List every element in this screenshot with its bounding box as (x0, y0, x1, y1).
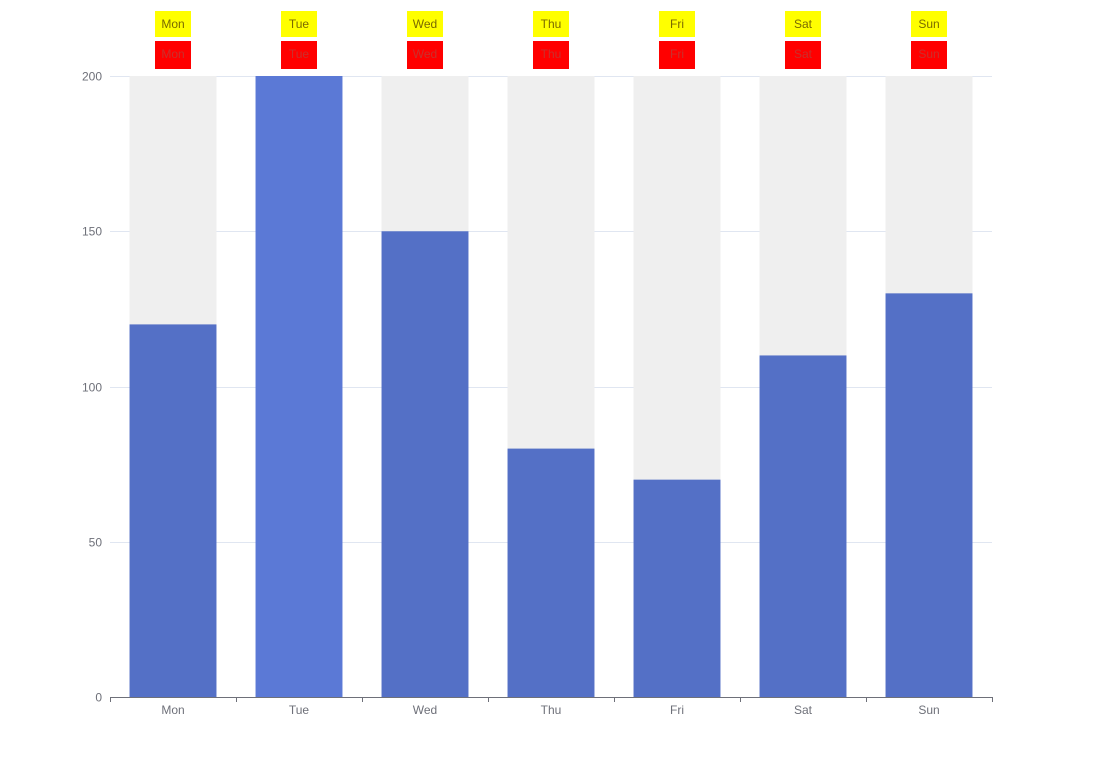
bar-tue[interactable] (255, 76, 343, 697)
top-label-red: Mon (161, 47, 184, 61)
top-label-yellow-box (281, 11, 317, 37)
y-tick-label: 200 (82, 70, 102, 84)
top-label-yellow-box (785, 11, 821, 37)
top-label-yellow: Mon (161, 17, 184, 31)
x-tick-label: Mon (161, 703, 184, 717)
top-label-red-box (533, 41, 569, 69)
x-tick-label: Wed (413, 703, 437, 717)
bar-wed[interactable] (381, 231, 469, 697)
x-tick-label: Sat (794, 703, 813, 717)
bar-fri[interactable] (633, 479, 721, 697)
top-label-yellow: Sun (918, 17, 939, 31)
x-tick-label: Fri (670, 703, 684, 717)
top-label-yellow-box (659, 11, 695, 37)
top-label-red: Fri (670, 47, 684, 61)
top-label-red: Tue (289, 47, 310, 61)
top-label-red-box (785, 41, 821, 69)
top-label-yellow-box (533, 11, 569, 37)
top-label-yellow: Sat (794, 17, 813, 31)
bar-sun[interactable] (885, 293, 973, 697)
top-label-red-box (407, 41, 443, 69)
top-label-red-box (281, 41, 317, 69)
top-label-red-box (911, 41, 947, 69)
x-tick-label: Thu (541, 703, 562, 717)
top-label-layer: Mon Mon Tue Tue Wed Wed Thu Thu Fri Fri Sat Sat Sun S… (155, 11, 947, 69)
top-label-yellow-box (911, 11, 947, 37)
y-tick-label: 50 (89, 536, 103, 550)
y-tick-label: 100 (82, 381, 102, 395)
x-tick-label: Tue (289, 703, 310, 717)
axis-layer: 0 50 100 150 200 Mon Tue Wed Thu Fri Sat Sun (82, 70, 993, 717)
top-label-yellow-box (155, 11, 191, 37)
x-tick-label: Sun (918, 703, 939, 717)
top-label-yellow: Wed (413, 17, 437, 31)
top-label-red: Sat (794, 47, 813, 61)
top-label-yellow: Tue (289, 17, 310, 31)
bar-mon[interactable] (129, 324, 217, 697)
y-tick-label: 0 (95, 691, 102, 705)
top-label-red: Sun (918, 47, 939, 61)
top-label-yellow: Thu (541, 17, 562, 31)
top-label-red-box (155, 41, 191, 69)
top-label-red: Thu (541, 47, 562, 61)
bar-sat[interactable] (759, 355, 847, 697)
bar-layer (129, 76, 973, 697)
bar-thu[interactable] (507, 448, 595, 697)
top-label-red: Wed (413, 47, 437, 61)
y-tick-label: 150 (82, 225, 102, 239)
top-label-red-box (659, 41, 695, 69)
top-label-yellow: Fri (670, 17, 684, 31)
top-label-yellow-box (407, 11, 443, 37)
